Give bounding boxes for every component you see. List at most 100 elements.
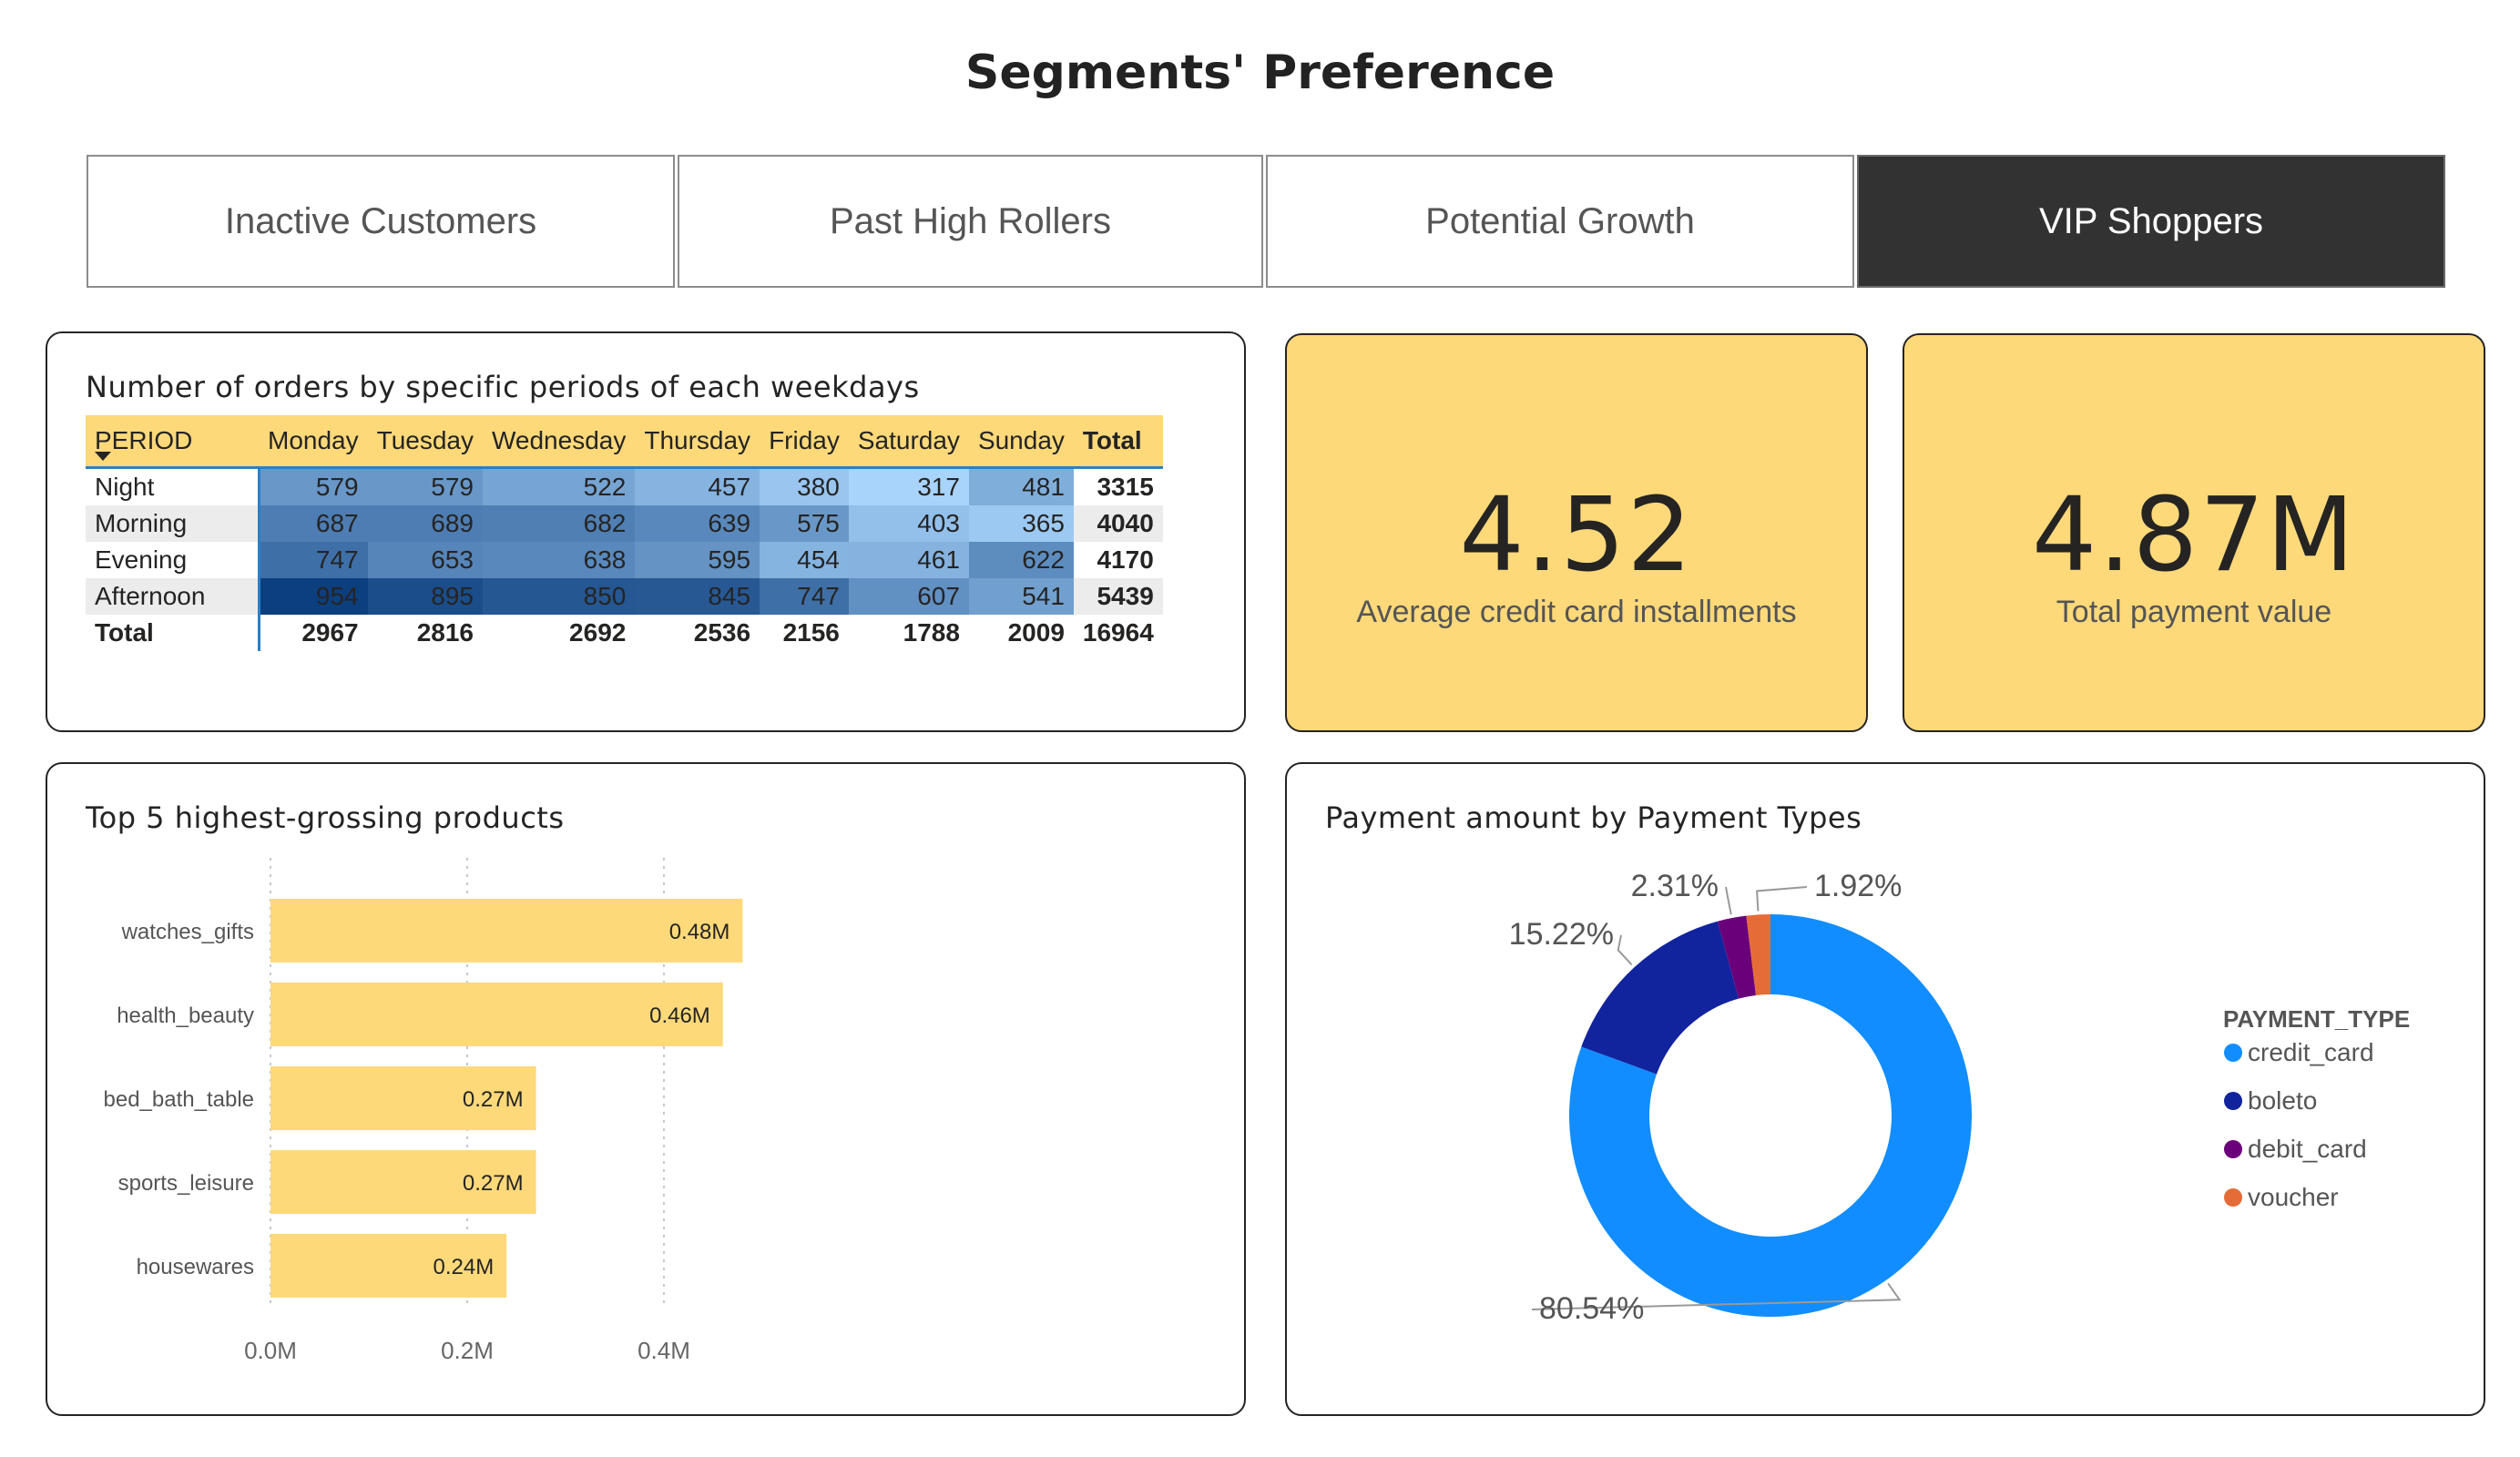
matrix-cell: 461 [848,542,969,578]
donut-slice [1581,921,1740,1075]
matrix-cell: 403 [848,505,969,542]
x-tick-label: 0.4M [638,1337,690,1364]
legend-marker [2224,1092,2242,1110]
matrix-cell: 638 [482,542,636,578]
column-header: Saturday [848,415,969,469]
legend-marker [2224,1188,2242,1207]
matrix-cell: 575 [760,505,849,542]
matrix-cell: 457 [635,467,760,505]
donut-chart-title: Payment amount by Payment Types [1325,800,1862,835]
column-total: 2692 [569,618,627,647]
row-label: Night [86,467,260,505]
tab-vip-shoppers[interactable]: VIP Shoppers [1857,155,2445,288]
category-label: bed_bath_table [104,1087,255,1112]
matrix-cell: 317 [848,467,969,505]
x-tick-label: 0.2M [441,1337,494,1364]
matrix-cell: 954 [259,578,368,615]
donut-slice [1717,915,1756,999]
column-header: Tuesday [367,415,483,469]
x-tick-label: 0.0M [244,1337,297,1364]
payment-types-donut-chart: 80.54% 15.22% 2.31% 1.92% PAYMENT_TYPEcredit… [1509,869,2411,1326]
row-label: Morning [86,505,260,542]
slice-label: 15.22% [1509,917,1614,952]
matrix-row: Morning 687 689 682 639 575 403 365 4040 [86,505,1163,542]
matrix-cell: 850 [482,578,636,615]
category-label: sports_leisure [118,1171,254,1196]
leader-line [1617,934,1633,966]
column-total: 2967 [301,618,359,647]
payment-types-card: Payment amount by Payment Types 80.54% 15… [1285,762,2485,1416]
category-label: health_beauty [117,1004,254,1028]
matrix-cell: 541 [968,578,1074,615]
column-header: Friday [760,415,849,469]
grand-total: 16964 [1082,618,1154,647]
matrix-cell: 682 [482,505,636,542]
matrix-cell: 622 [968,542,1074,578]
matrix-cell: 522 [482,467,636,505]
column-total: 1788 [903,618,960,647]
row-total: 5439 [1073,578,1163,615]
donut-slice [1746,914,1770,995]
legend-label: credit_card [2248,1038,2374,1066]
leader-line [1756,886,1808,912]
orders-matrix: PERIOD Monday Tuesday Wednesday Thursday… [86,415,1163,651]
sort-descending-icon[interactable] [95,452,111,461]
matrix-cell: 454 [760,542,849,578]
data-label: 0.48M [669,920,730,944]
matrix-cell: 747 [259,542,368,578]
row-total: 3315 [1097,473,1154,501]
legend-label: voucher [2248,1183,2339,1211]
bar-chart-title: Top 5 highest-grossing products [86,800,565,835]
legend-label: boleto [2248,1086,2317,1115]
bar [270,899,743,963]
period-column-header[interactable]: PERIOD [86,415,259,469]
bar [270,1150,536,1214]
slice-label: 2.31% [1631,869,1719,903]
legend-marker [2224,1140,2242,1158]
data-label: 0.27M [463,1087,524,1112]
kpi-label: Total payment value [2056,595,2332,629]
column-header: Thursday [635,415,760,469]
row-label: Evening [86,542,260,578]
data-label: 0.27M [463,1171,524,1196]
matrix-cell: 895 [367,578,483,615]
orders-matrix-card: Number of orders by specific periods of … [46,331,1246,732]
matrix-title: Number of orders by specific periods of … [86,370,920,404]
category-label: housewares [137,1255,254,1279]
matrix-cell: 365 [968,505,1074,542]
matrix-cell: 579 [259,467,368,505]
slice-label: 80.54% [1539,1291,1644,1326]
bar [270,983,723,1046]
legend-label: debit_card [2248,1135,2367,1163]
row-total: 4170 [1097,545,1154,574]
kpi-label: Average credit card installments [1356,595,1797,629]
bar [270,1234,507,1298]
column-total: 2156 [782,618,840,647]
matrix-total-row: Total 2967 2816 2692 2536 2156 1788 2009… [86,615,1163,651]
leader-line [1725,886,1732,915]
data-label: 0.24M [433,1255,494,1279]
total-row-label: Total [86,615,260,651]
kpi-card-installments: 4.52 Average credit card installments [1285,333,1868,732]
page-title: Segments' Preference [964,46,1556,100]
kpi-value: 4.87M [2031,476,2356,595]
category-label: watches_gifts [121,920,254,944]
matrix-cell: 845 [635,578,760,615]
total-column-header: Total [1073,415,1163,469]
matrix-cell: 639 [635,505,760,542]
column-header: Wednesday [482,415,636,469]
matrix-cell: 481 [968,467,1074,505]
matrix-cell: 595 [635,542,760,578]
column-header: Monday [259,415,368,469]
data-label: 0.46M [649,1004,710,1028]
top-products-card: Top 5 highest-grossing products 0.0M 0.2M… [46,762,1246,1416]
row-total: 4040 [1073,505,1163,542]
tab-past-high-rollers[interactable]: Past High Rollers [678,155,1263,288]
matrix-cell: 579 [367,467,483,505]
leader-line [1531,1282,1902,1310]
tab-inactive-customers[interactable]: Inactive Customers [87,155,675,288]
matrix-cell: 653 [367,542,483,578]
column-total: 2816 [416,618,474,647]
column-total: 2536 [693,618,751,647]
tab-potential-growth[interactable]: Potential Growth [1266,155,1854,288]
